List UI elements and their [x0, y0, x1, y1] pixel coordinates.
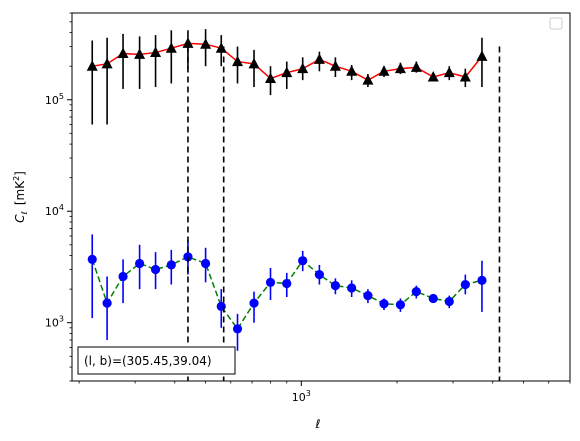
- series-2-marker-2: [102, 298, 112, 308]
- series-2-marker-20: [395, 300, 406, 310]
- series-1-marker-13: [281, 66, 293, 78]
- series-1-marker-2: [101, 57, 113, 69]
- y-tick-label: 105: [45, 92, 64, 107]
- y-tick-exponent: 5: [59, 92, 64, 101]
- series-1-marker-4: [134, 48, 146, 59]
- series-1-marker-3: [117, 47, 129, 58]
- y-tick-exponent: 3: [59, 315, 64, 324]
- series-2-marker-15: [314, 270, 324, 280]
- plot-area: [72, 13, 570, 381]
- series-2-marker-22: [428, 293, 438, 304]
- y-axis-label-subscript: ℓ: [20, 211, 29, 215]
- series-2-marker-12: [265, 277, 276, 287]
- series-1-marker-14: [297, 62, 309, 74]
- series-2-marker-6: [166, 260, 176, 270]
- series-1-marker-17: [346, 65, 358, 76]
- series-1-marker-15: [313, 53, 325, 64]
- series-1-marker-8: [200, 38, 212, 49]
- series-2-marker-3: [118, 271, 128, 282]
- y-axis-label: Cℓ [mK2]: [12, 171, 29, 223]
- series-2-marker-4: [135, 258, 145, 269]
- series-1-marker-5: [150, 46, 162, 58]
- annotation-frame: [77, 346, 236, 375]
- series-1-marker-21: [410, 61, 422, 72]
- series-1-marker-10: [232, 55, 244, 67]
- series-2-marker-16: [330, 281, 340, 291]
- y-tick-label: 104: [45, 203, 64, 218]
- y-axis-label-symbol: C: [13, 214, 27, 223]
- y-tick-base: 10: [45, 317, 59, 330]
- y-tick-label: 103: [45, 315, 64, 330]
- series-2-marker-13: [282, 278, 292, 289]
- series-2-marker-11: [249, 298, 259, 308]
- series-1-marker-20: [394, 62, 406, 74]
- x-tick-exponent: 3: [306, 389, 311, 398]
- y-tick-base: 10: [45, 94, 59, 107]
- series-1-marker-11: [248, 57, 260, 69]
- legend-box: [549, 17, 563, 30]
- series-1-marker-7: [182, 37, 194, 48]
- series-1-marker-16: [329, 60, 341, 71]
- series-2-marker-1: [87, 254, 97, 264]
- series-2-marker-5: [150, 264, 161, 275]
- series-2-marker-8: [201, 258, 211, 269]
- series-1-marker-18: [362, 74, 374, 85]
- series-2-marker-18: [363, 291, 373, 301]
- annotation-box: (l, b)=(305.45,39.04): [77, 346, 236, 375]
- series-1-marker-22: [427, 70, 439, 82]
- series-1-marker-23: [443, 66, 455, 78]
- series-1-marker-25: [476, 50, 488, 61]
- x-tick-label: 103: [292, 389, 311, 404]
- x-tick-base: 10: [292, 391, 306, 404]
- series-2-marker-24: [460, 279, 470, 290]
- y-axis-label-unit: [mK: [13, 180, 27, 205]
- series-1-marker-12: [265, 72, 276, 84]
- plot-frame: [71, 12, 571, 382]
- y-tick-exponent: 4: [59, 203, 64, 212]
- annotation-text: (l, b)=(305.45,39.04): [84, 354, 212, 368]
- y-axis-label-unit-close: ]: [13, 171, 27, 176]
- series-1-marker-19: [378, 65, 390, 76]
- x-axis-label: ℓ: [315, 417, 321, 431]
- series-2-marker-23: [444, 296, 454, 307]
- vline-layer: [187, 46, 501, 381]
- series-2-marker-19: [379, 299, 389, 309]
- series-2-marker-14: [298, 256, 308, 266]
- series-1-marker-6: [165, 42, 177, 53]
- series-1-marker-24: [459, 70, 471, 82]
- series-1-marker-1: [86, 60, 98, 71]
- series-2-marker-25: [477, 275, 487, 285]
- y-axis-label-unit-exponent: 2: [12, 176, 21, 181]
- y-tick-base: 10: [45, 205, 59, 218]
- series-2-marker-10: [232, 324, 243, 334]
- series-2-marker-17: [347, 283, 357, 293]
- series-2-marker-21: [411, 287, 421, 297]
